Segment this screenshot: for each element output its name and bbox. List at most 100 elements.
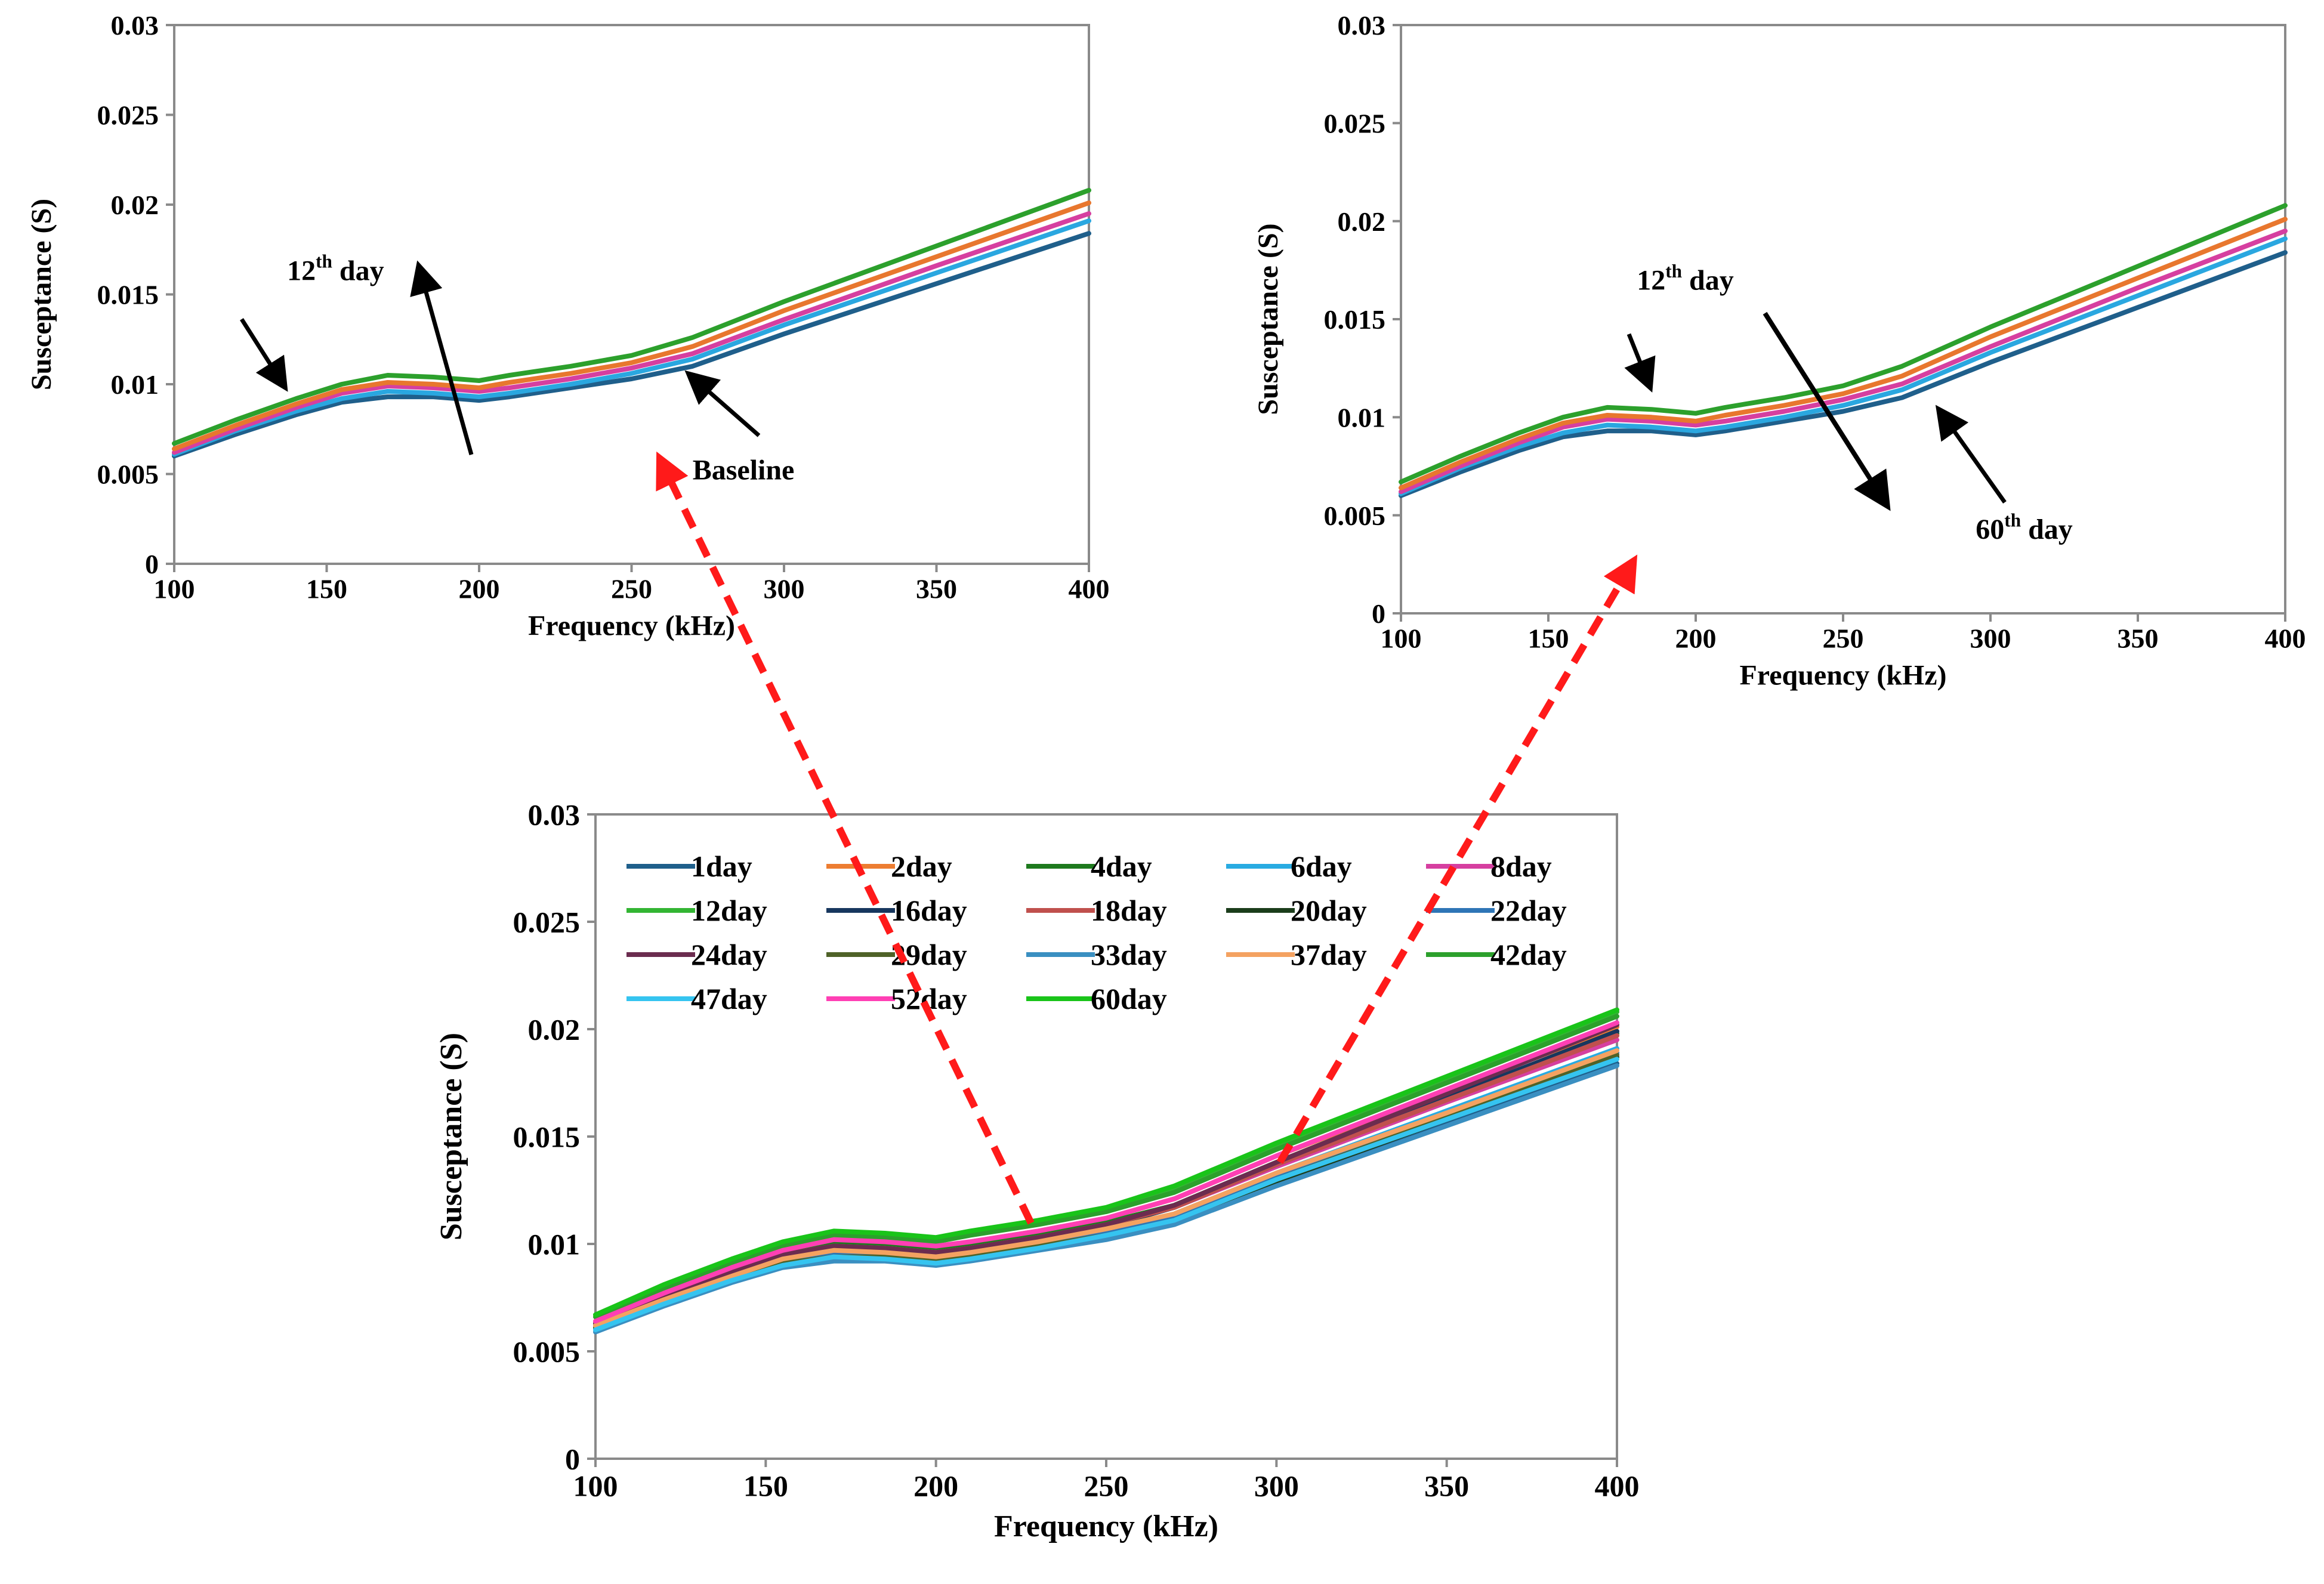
legend-label: 37day [1291, 938, 1367, 971]
legend-item: 24day [626, 938, 767, 971]
legend-item: 20day [1226, 894, 1367, 927]
legend-label: 60day [1091, 982, 1167, 1015]
y-tick-label: 0.025 [1324, 108, 1386, 138]
x-tick-label: 250 [1823, 623, 1864, 654]
legend-label: 4day [1091, 850, 1152, 883]
x-tick-label: 200 [913, 1469, 958, 1503]
legend-item: 6day [1226, 850, 1352, 883]
arrow-60th-day-tr [1935, 405, 2007, 504]
legend-label: 6day [1291, 850, 1352, 883]
legend-item: 12day [626, 894, 767, 927]
series-line-24day [593, 1022, 1619, 1326]
legend-item: 37day [1226, 938, 1367, 971]
x-tick-label: 100 [573, 1469, 618, 1503]
y-tick-label: 0.01 [528, 1228, 581, 1261]
y-tick-label: 0.005 [97, 459, 159, 490]
series-line-60th-day [1399, 250, 2288, 498]
red-connector-to-top-right [1276, 554, 1638, 1165]
arrow-baseline-tl [684, 370, 761, 437]
series-line-s2 [172, 211, 1091, 455]
x-tick-label: 150 [1528, 623, 1569, 654]
x-axis-title: Frequency (kHz) [994, 1509, 1218, 1543]
y-tick-label: 0.03 [111, 10, 159, 41]
series-line-18day [593, 1033, 1619, 1326]
legend-label: 22day [1490, 894, 1567, 927]
legend-label: 20day [1291, 894, 1367, 927]
y-tick-label: 0.02 [1338, 206, 1386, 237]
x-tick-label: 400 [1069, 574, 1110, 604]
y-tick-label: 0.02 [111, 190, 159, 220]
series-line-12th-day [172, 187, 1091, 446]
series-line-baseline [172, 231, 1091, 459]
legend-item: 16day [826, 894, 967, 927]
x-tick-label: 150 [306, 574, 347, 604]
x-axis-title: Frequency (kHz) [528, 610, 735, 642]
y-tick-label: 0.01 [111, 369, 159, 400]
y-tick-label: 0 [1372, 598, 1385, 629]
legend-item: 60day [1026, 982, 1167, 1015]
plot-area [1400, 24, 2286, 615]
plot-area [173, 24, 1090, 565]
y-axis-title: Susceptance (S) [26, 199, 57, 390]
x-tick-label: 350 [2118, 623, 2159, 654]
legend-label: 12day [691, 894, 767, 927]
legend-label: 24day [691, 938, 767, 971]
y-tick-label: 0.025 [513, 906, 581, 939]
legend-label: 1day [691, 850, 752, 883]
x-tick-label: 200 [459, 574, 500, 604]
series-line-47day [593, 1057, 1619, 1332]
series-line-s3 [172, 200, 1091, 452]
y-tick-label: 0.005 [513, 1335, 581, 1369]
annotation-overlay [240, 260, 2007, 1225]
legend-label: 33day [1091, 938, 1167, 971]
x-tick-label: 300 [1254, 1469, 1299, 1503]
x-tick-label: 300 [1970, 623, 2011, 654]
arrow-12th-day-tl [240, 318, 288, 392]
annotation-label: 12th day [1637, 261, 1734, 297]
y-tick-label: 0.015 [513, 1120, 581, 1154]
series-line-42day [593, 1014, 1619, 1320]
legend-item: 33day [1026, 938, 1167, 971]
y-tick-label: 0.015 [97, 280, 159, 310]
series-line-12th-day [1399, 203, 2288, 484]
y-tick-label: 0 [565, 1443, 580, 1476]
legend-item: 1day [626, 850, 752, 883]
legend-label: 2day [891, 850, 952, 883]
chart-top-right: 0 0.005 0.01 0.015 0.02 0.025 0.03 100 150 200 250… [1252, 10, 2306, 691]
chart-top-left: 0 0.005 0.01 0.015 0.02 0.025 0.03 100 150 200 250… [26, 10, 1110, 642]
series-line-52day [593, 1020, 1619, 1324]
y-axis-title: Susceptance (S) [434, 1033, 468, 1240]
series-line-s2 [1399, 229, 2288, 495]
legend-label: 47day [691, 982, 767, 1015]
y-tick-label: 0.02 [528, 1013, 581, 1046]
annotation-label: 12th day [287, 251, 384, 287]
arrow-trend-up-tl [410, 260, 474, 455]
x-tick-label: 400 [2265, 623, 2306, 654]
arrow-trend-down-tr [1763, 311, 1891, 511]
annotation-label: 60th day [1976, 510, 2073, 545]
y-tick-label: 0.01 [1338, 402, 1386, 433]
series-line-s3 [1399, 217, 2288, 490]
legend-item: 52day [826, 982, 967, 1015]
y-tick-label: 0.025 [97, 100, 159, 131]
legend-item: 42day [1426, 938, 1567, 971]
x-tick-label: 350 [1424, 1469, 1469, 1503]
y-axis-title: Susceptance (S) [1252, 223, 1284, 415]
y-tick-label: 0.005 [1324, 501, 1386, 531]
legend-item: 47day [626, 982, 767, 1015]
legend-item: 4day [1026, 850, 1152, 883]
x-axis-title: Frequency (kHz) [1739, 660, 1946, 691]
series-line-s1 [172, 218, 1091, 457]
y-tick-label: 0.015 [1324, 304, 1386, 335]
y-tick-label: 0.03 [1338, 10, 1386, 41]
red-connector-to-top-left [656, 451, 1035, 1225]
x-tick-label: 150 [743, 1469, 788, 1503]
legend-label: 16day [891, 894, 967, 927]
legend-label: 42day [1490, 938, 1567, 971]
x-tick-label: 350 [916, 574, 957, 604]
x-tick-label: 400 [1595, 1469, 1640, 1503]
legend-item: 22day [1426, 894, 1567, 927]
series-line-37day [593, 1048, 1619, 1328]
x-tick-label: 100 [154, 574, 195, 604]
